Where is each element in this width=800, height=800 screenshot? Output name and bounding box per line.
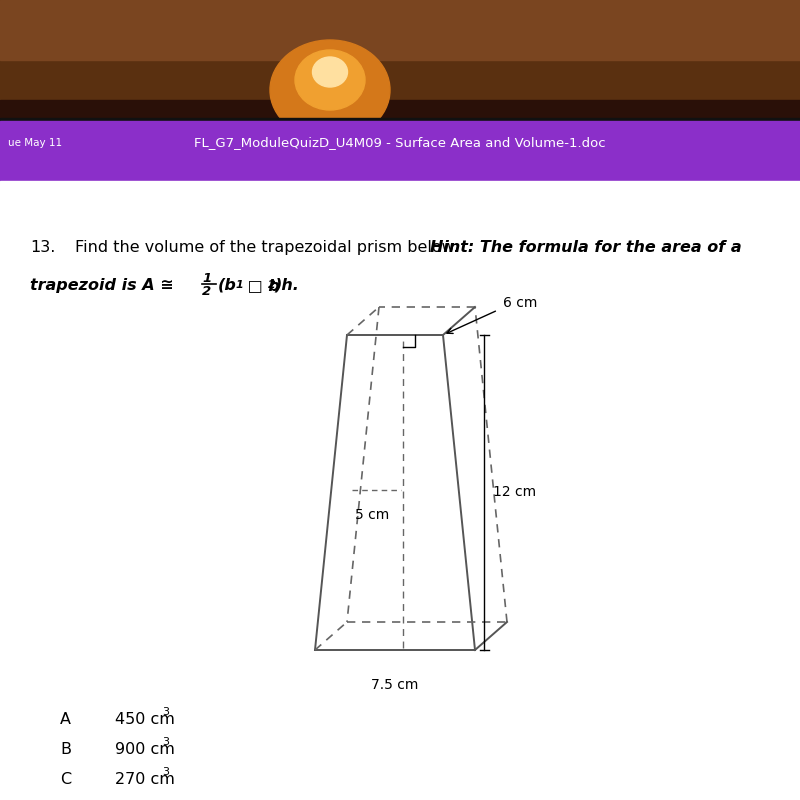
Bar xyxy=(0,0,800,60)
Text: Find the volume of the trapezoidal prism below.: Find the volume of the trapezoidal prism… xyxy=(75,240,463,255)
Text: 2: 2 xyxy=(268,280,276,290)
Text: ue May 11: ue May 11 xyxy=(8,138,62,148)
Text: )h.: )h. xyxy=(274,278,299,293)
Text: C: C xyxy=(60,773,71,787)
Text: trapezoid is A ≅: trapezoid is A ≅ xyxy=(30,278,179,293)
Text: (b: (b xyxy=(218,278,237,293)
Text: 900 cm: 900 cm xyxy=(115,742,175,758)
Text: 13.: 13. xyxy=(30,240,55,255)
Text: 1: 1 xyxy=(236,280,244,290)
Bar xyxy=(0,181,800,800)
Text: 6 cm: 6 cm xyxy=(503,296,538,310)
Text: 2: 2 xyxy=(202,285,211,298)
Text: 1: 1 xyxy=(202,272,211,285)
Bar xyxy=(0,0,800,120)
Bar xyxy=(0,121,800,181)
Bar xyxy=(0,118,800,121)
Text: 270 cm: 270 cm xyxy=(115,773,175,787)
Bar xyxy=(0,100,800,125)
Text: A: A xyxy=(60,713,71,727)
Text: 3: 3 xyxy=(162,767,169,777)
Text: B: B xyxy=(60,742,71,758)
Text: 3: 3 xyxy=(162,737,169,747)
Text: FL_G7_ModuleQuizD_U4M09 - Surface Area and Volume-1.doc: FL_G7_ModuleQuizD_U4M09 - Surface Area a… xyxy=(194,137,606,150)
Text: 12 cm: 12 cm xyxy=(493,486,536,499)
Text: 450 cm: 450 cm xyxy=(115,713,175,727)
Text: 3: 3 xyxy=(162,707,169,717)
Ellipse shape xyxy=(295,50,365,110)
Ellipse shape xyxy=(270,40,390,140)
Text: Hint: The formula for the area of a: Hint: The formula for the area of a xyxy=(430,240,742,255)
Text: □ b: □ b xyxy=(242,278,280,293)
Text: 5 cm: 5 cm xyxy=(355,508,390,522)
Ellipse shape xyxy=(313,57,347,87)
Text: 7.5 cm: 7.5 cm xyxy=(371,678,418,692)
